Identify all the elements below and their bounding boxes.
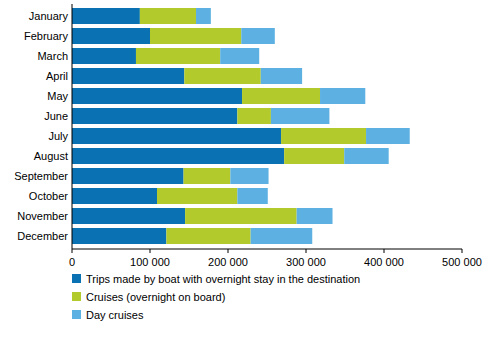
category-label: August [34,150,68,162]
category-label: April [46,70,68,82]
bar-segment [281,128,366,144]
tick-label: 400 000 [364,256,404,268]
bar-segment [297,208,333,224]
bar-segment [140,8,196,24]
legend-swatch [72,292,81,301]
bar-segment [72,208,185,224]
bar-segment [184,168,231,184]
tick-label: 300 000 [286,256,326,268]
tick-mark [384,249,385,253]
bar-segment [157,188,237,204]
bar-segment [72,8,140,24]
tick-mark [150,249,151,253]
tick-mark [228,249,229,253]
legend-label: Trips made by boat with overnight stay i… [86,273,360,285]
bars [72,8,410,244]
category-label: March [37,50,68,62]
bar-segment [320,88,365,104]
category-label: October [29,190,68,202]
bar-segment [242,88,320,104]
bar-segment [241,28,275,44]
bar-segment [166,228,250,244]
y-axis [72,4,73,249]
tick-label: 500 000 [442,256,482,268]
bar-segment [136,48,220,64]
bar-segment [72,108,237,124]
bar-segment [72,228,166,244]
category-label: November [17,210,68,222]
x-axis [72,249,462,250]
bar-segment [237,188,267,204]
category-label: July [48,130,68,142]
bar-segment [72,28,150,44]
bar-segment [271,108,330,124]
bar-segment [72,48,136,64]
bar-segment [261,68,302,84]
legend-swatch [72,310,81,319]
bar-segment [284,148,344,164]
category-label: June [44,110,68,122]
legend-label: Day cruises [86,309,144,321]
bar-segment [344,148,388,164]
bar-segment [184,68,260,84]
bar-segment [196,8,211,24]
legend-label: Cruises (overnight on board) [86,291,225,303]
tick-label: 0 [69,256,75,268]
bar-segment [251,228,313,244]
bar-segment [366,128,410,144]
bar-segment [150,28,241,44]
legend-swatch [72,274,81,283]
bar-segment [72,68,184,84]
category-label: December [17,230,68,242]
bar-segment [72,188,157,204]
category-label: January [29,10,69,22]
tick-mark [72,249,73,253]
bar-segment [72,128,281,144]
bar-segment [237,108,271,124]
bar-segment [220,48,259,64]
bar-segment [72,88,242,104]
chart: January February March April May June July Augu… [0,0,492,340]
tick-mark [462,249,463,253]
category-label: February [24,30,69,42]
bar-segment [185,208,297,224]
tick-label: 100 000 [130,256,170,268]
tick-mark [306,249,307,253]
tick-label: 200 000 [208,256,248,268]
bar-segment [72,168,184,184]
bar-segment [72,148,284,164]
category-label: May [47,90,68,102]
bar-segment [230,168,268,184]
category-label: September [14,170,68,182]
